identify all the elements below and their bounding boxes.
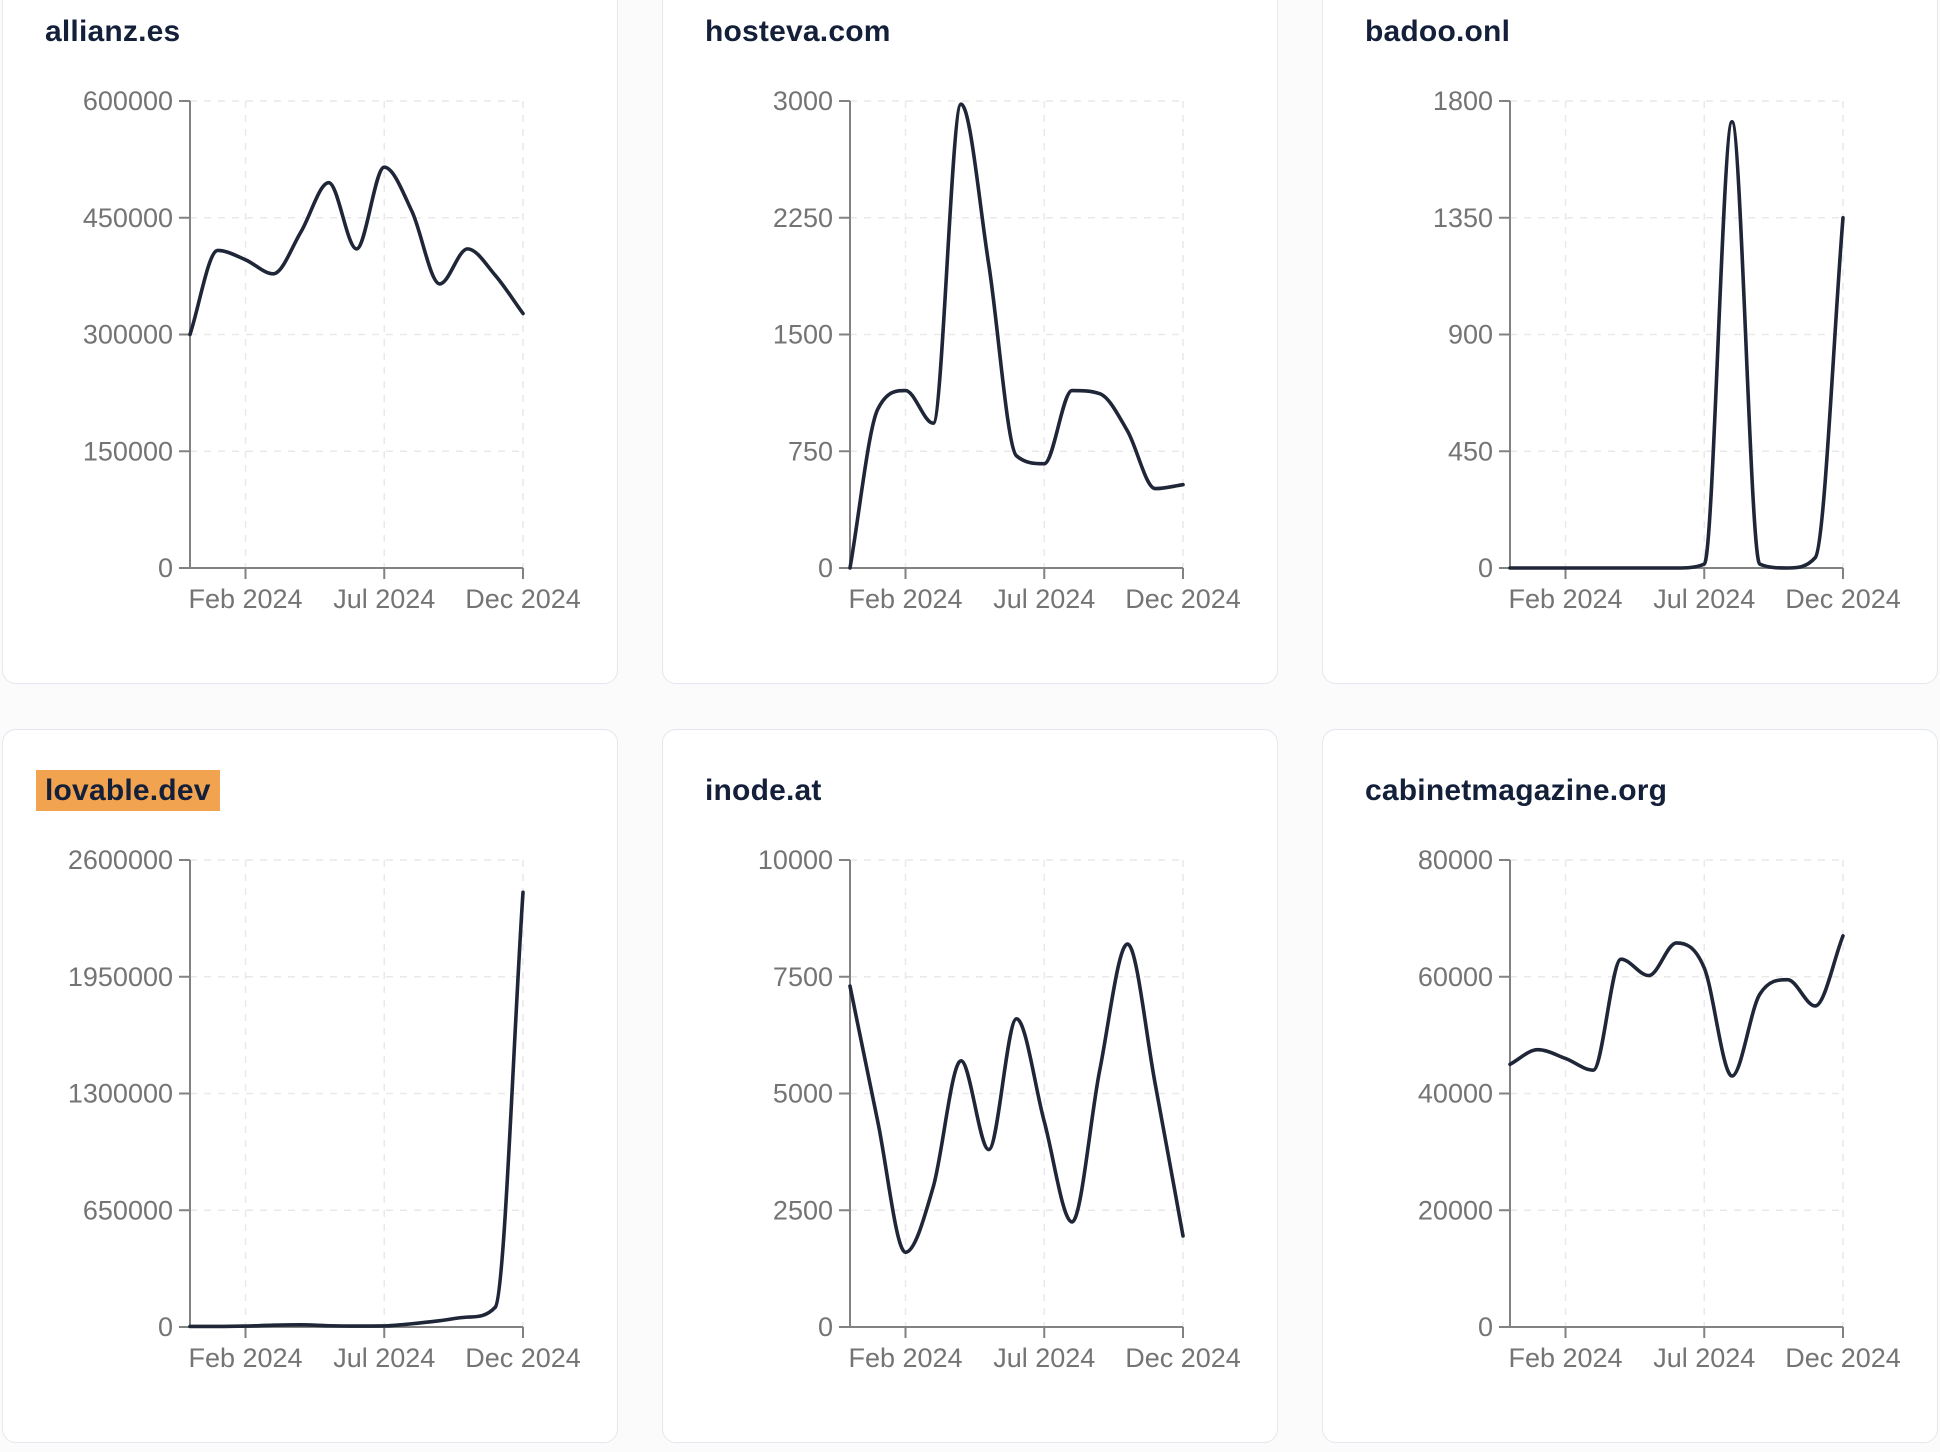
svg-text:Feb 2024: Feb 2024 [1508,584,1622,614]
chart-title: hosteva.com [705,15,891,49]
svg-text:Dec 2024: Dec 2024 [465,1343,581,1373]
svg-text:Feb 2024: Feb 2024 [848,1343,962,1373]
chart-title: cabinetmagazine.org [1365,774,1667,808]
svg-text:20000: 20000 [1418,1195,1493,1225]
svg-text:Dec 2024: Dec 2024 [1125,584,1241,614]
chart-card-inode: inode.at 0 2500 5000 7500 10000 Feb 2024 Jul 2… [662,729,1278,1443]
svg-text:Dec 2024: Dec 2024 [1125,1343,1241,1373]
svg-text:2500: 2500 [773,1195,833,1225]
svg-text:0: 0 [158,553,173,583]
svg-text:Dec 2024: Dec 2024 [1785,1343,1901,1373]
svg-text:Jul 2024: Jul 2024 [333,1343,435,1373]
svg-text:1350: 1350 [1433,203,1493,233]
svg-text:0: 0 [158,1312,173,1342]
svg-text:450000: 450000 [83,203,173,233]
chart-card-badoo: badoo.onl 0 450 900 1350 1800 Feb 2024 Jul 202… [1322,0,1938,684]
svg-text:Jul 2024: Jul 2024 [993,584,1095,614]
svg-text:2600000: 2600000 [68,845,173,875]
svg-text:150000: 150000 [83,436,173,466]
chart-title-text: allianz.es [45,15,181,48]
svg-text:900: 900 [1448,320,1493,350]
svg-text:Dec 2024: Dec 2024 [1785,584,1901,614]
line-chart: 0 2500 5000 7500 10000 Feb 2024 Jul 2024 Dec 20… [758,845,1241,1373]
svg-text:1950000: 1950000 [68,962,173,992]
chart-title-text: hosteva.com [705,15,891,48]
svg-text:1500: 1500 [773,320,833,350]
svg-text:2250: 2250 [773,203,833,233]
line-chart: 0 450 900 1350 1800 Feb 2024 Jul 2024 Dec 2024 [1433,86,1901,614]
svg-text:Feb 2024: Feb 2024 [188,1343,302,1373]
chart-card-hosteva: hosteva.com 0 750 1500 2250 3000 Feb 2024 Jul … [662,0,1278,684]
svg-text:0: 0 [1478,1312,1493,1342]
svg-text:0: 0 [1478,553,1493,583]
chart-title: badoo.onl [1365,15,1510,49]
chart-card-cabinetmagazine: cabinetmagazine.org 0 20000 40000 60000 8000… [1322,729,1938,1443]
line-chart: 0 650000 1300000 1950000 2600000 Feb 2024 Jul … [68,845,581,1373]
chart-title-text: inode.at [705,774,822,807]
svg-text:7500: 7500 [773,962,833,992]
svg-text:80000: 80000 [1418,845,1493,875]
svg-text:750: 750 [788,436,833,466]
line-chart: 0 20000 40000 60000 80000 Feb 2024 Jul 2024 Dec… [1418,845,1901,1373]
svg-text:0: 0 [818,553,833,583]
chart-title: inode.at [705,774,822,808]
svg-text:1300000: 1300000 [68,1079,173,1109]
svg-text:450: 450 [1448,436,1493,466]
svg-text:Feb 2024: Feb 2024 [1508,1343,1622,1373]
svg-text:0: 0 [818,1312,833,1342]
chart-card-allianz: allianz.es 0 150000 300000 450000 600000 Feb … [2,0,618,684]
svg-text:1800: 1800 [1433,86,1493,116]
chart-card-lovable: lovable.dev 0 650000 1300000 1950000 2600000… [2,729,618,1443]
svg-text:Dec 2024: Dec 2024 [465,584,581,614]
svg-text:Feb 2024: Feb 2024 [848,584,962,614]
chart-title-text-highlighted: lovable.dev [36,770,220,811]
svg-text:60000: 60000 [1418,962,1493,992]
svg-text:Jul 2024: Jul 2024 [333,584,435,614]
svg-text:Jul 2024: Jul 2024 [1653,584,1755,614]
svg-text:300000: 300000 [83,320,173,350]
svg-text:10000: 10000 [758,845,833,875]
svg-text:600000: 600000 [83,86,173,116]
line-chart: 0 750 1500 2250 3000 Feb 2024 Jul 2024 Dec 2024 [773,86,1241,614]
chart-title: lovable.dev [36,770,220,811]
chart-title: allianz.es [45,15,180,49]
svg-text:5000: 5000 [773,1079,833,1109]
svg-text:650000: 650000 [83,1195,173,1225]
chart-title-text: cabinetmagazine.org [1365,774,1668,807]
chart-title-text: badoo.onl [1365,15,1511,48]
svg-text:3000: 3000 [773,86,833,116]
svg-text:40000: 40000 [1418,1079,1493,1109]
svg-text:Jul 2024: Jul 2024 [1653,1343,1755,1373]
svg-text:Jul 2024: Jul 2024 [993,1343,1095,1373]
line-chart: 0 150000 300000 450000 600000 Feb 2024 Jul 202… [83,86,581,614]
svg-text:Feb 2024: Feb 2024 [188,584,302,614]
